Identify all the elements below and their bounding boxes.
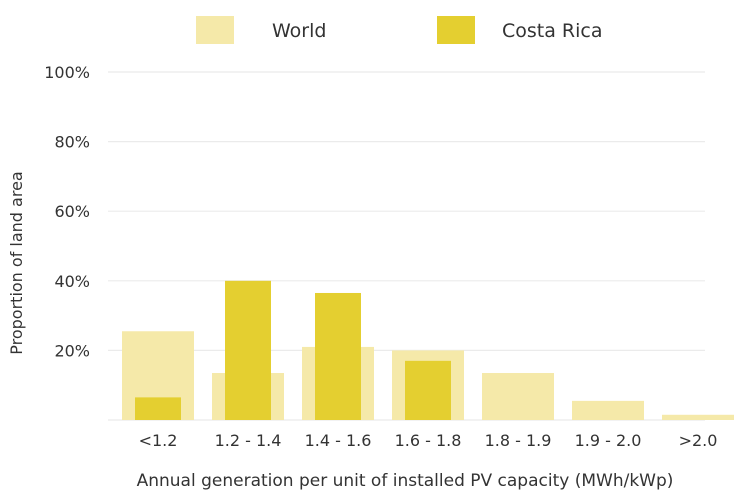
x-tick-label: 1.2 - 1.4 <box>215 431 282 450</box>
x-tick-label: >2.0 <box>679 431 718 450</box>
x-tick-label: 1.6 - 1.8 <box>395 431 462 450</box>
bar-world <box>482 373 554 420</box>
bar-world <box>662 414 734 420</box>
x-axis-ticks: <1.2 1.2 - 1.4 1.4 - 1.6 1.6 - 1.8 1.8 - 1.9… <box>139 431 718 450</box>
bar-costa-rica <box>225 280 271 420</box>
bar-costa-rica <box>405 360 451 420</box>
y-axis-ticks: 20% 40% 60% 80% 100% <box>44 63 90 360</box>
legend-label: World <box>272 20 326 42</box>
y-tick-label: 20% <box>54 341 90 360</box>
y-tick-label: 80% <box>54 133 90 152</box>
y-tick-label: 40% <box>54 272 90 291</box>
costa-rica-series-bars <box>135 280 451 420</box>
x-tick-label: <1.2 <box>139 431 178 450</box>
x-tick-label: 1.8 - 1.9 <box>485 431 552 450</box>
legend-swatch <box>196 16 234 44</box>
x-axis-label: Annual generation per unit of installed … <box>137 471 674 491</box>
bar-costa-rica <box>315 292 361 420</box>
legend-label: Costa Rica <box>502 20 603 42</box>
bar-costa-rica <box>135 397 181 420</box>
bar-world <box>572 400 644 420</box>
legend-swatch <box>437 16 475 44</box>
x-tick-label: 1.4 - 1.6 <box>305 431 372 450</box>
y-axis-label: Proportion of land area <box>7 171 26 354</box>
legend: World Costa Rica <box>196 16 603 44</box>
y-tick-label: 100% <box>44 63 90 82</box>
x-tick-label: 1.9 - 2.0 <box>575 431 642 450</box>
y-tick-label: 60% <box>54 202 90 221</box>
